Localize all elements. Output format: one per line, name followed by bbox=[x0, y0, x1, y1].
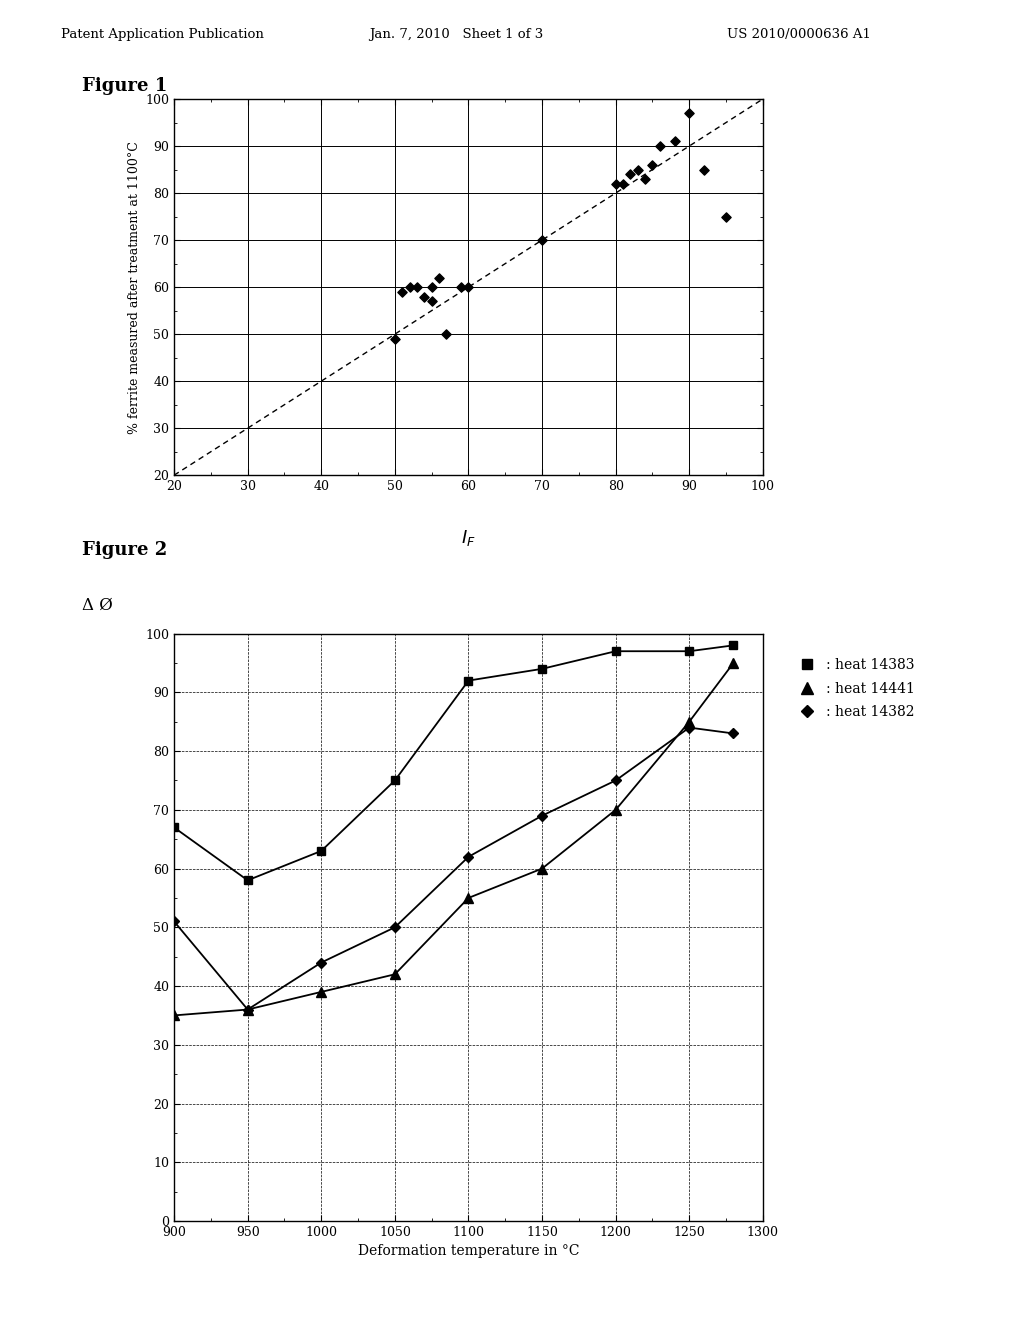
Point bbox=[438, 323, 455, 345]
Text: US 2010/0000636 A1: US 2010/0000636 A1 bbox=[727, 28, 871, 41]
Point bbox=[637, 169, 653, 190]
Text: Figure 1: Figure 1 bbox=[82, 77, 167, 95]
Point bbox=[651, 136, 668, 157]
Text: Jan. 7, 2010   Sheet 1 of 3: Jan. 7, 2010 Sheet 1 of 3 bbox=[369, 28, 543, 41]
Text: Figure 2: Figure 2 bbox=[82, 541, 167, 560]
Point bbox=[431, 267, 447, 288]
Point bbox=[681, 103, 697, 124]
Point bbox=[623, 164, 639, 185]
Text: Patent Application Publication: Patent Application Publication bbox=[61, 28, 264, 41]
Point bbox=[453, 276, 469, 297]
Point bbox=[614, 173, 631, 194]
Legend: : heat 14383, : heat 14441, : heat 14382: : heat 14383, : heat 14441, : heat 14382 bbox=[787, 652, 921, 725]
Point bbox=[534, 230, 550, 251]
Point bbox=[607, 173, 624, 194]
Point bbox=[401, 276, 418, 297]
Text: $I_F$: $I_F$ bbox=[461, 528, 476, 548]
Point bbox=[667, 131, 683, 152]
Point bbox=[644, 154, 660, 176]
X-axis label: Deformation temperature in °C: Deformation temperature in °C bbox=[357, 1245, 580, 1258]
Point bbox=[630, 158, 646, 180]
Point bbox=[416, 286, 432, 308]
Point bbox=[695, 158, 712, 180]
Point bbox=[387, 329, 403, 350]
Point bbox=[424, 290, 440, 312]
Point bbox=[424, 276, 440, 297]
Point bbox=[394, 281, 411, 302]
Y-axis label: % ferrite measured after treatment at 1100°C: % ferrite measured after treatment at 11… bbox=[128, 141, 141, 433]
Point bbox=[718, 206, 734, 227]
Point bbox=[409, 276, 425, 297]
Point bbox=[461, 276, 477, 297]
Text: Δ Ø: Δ Ø bbox=[82, 597, 113, 614]
